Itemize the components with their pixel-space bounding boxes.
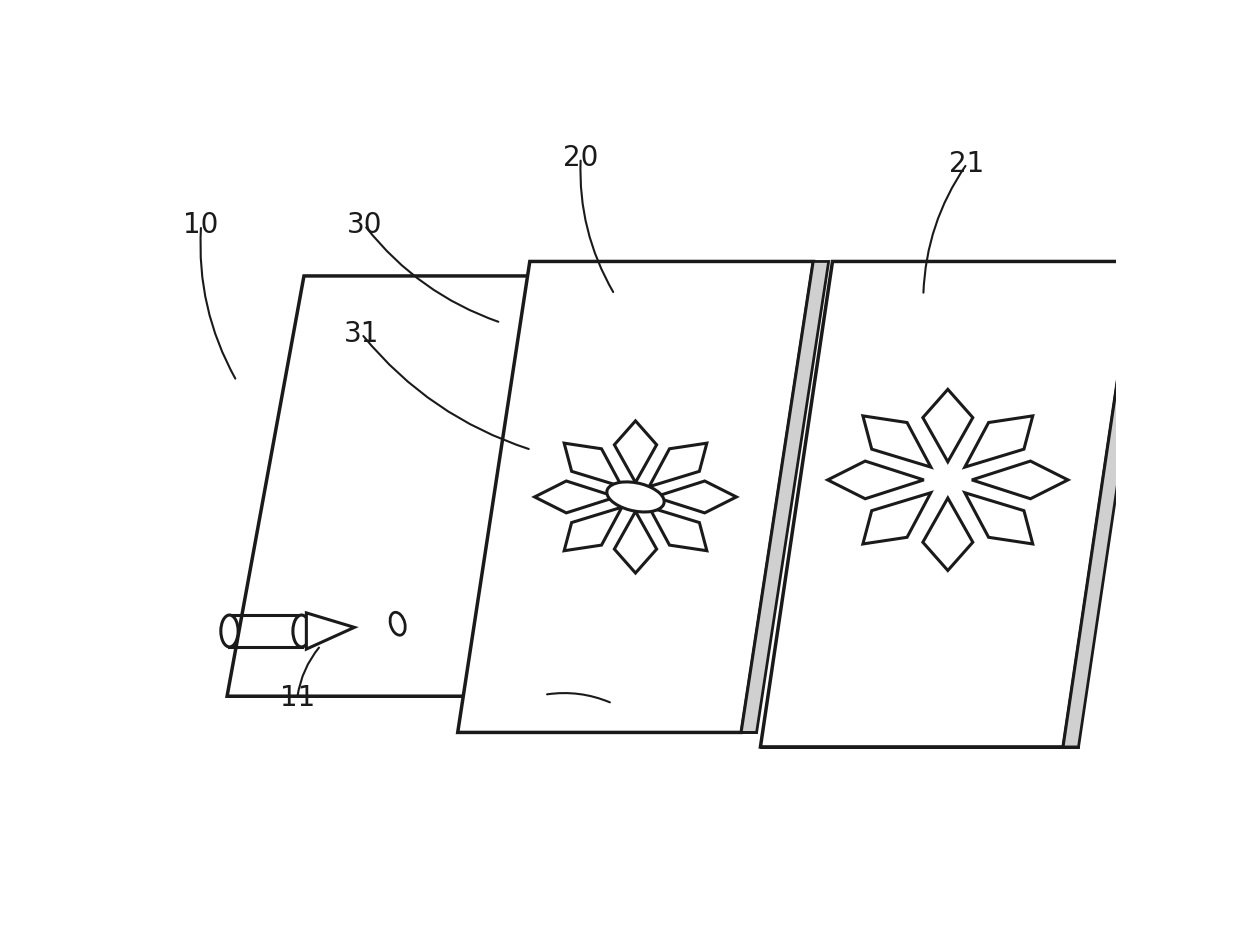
Polygon shape [655,481,737,513]
Text: 10: 10 [184,211,218,239]
Polygon shape [965,493,1033,544]
Polygon shape [649,507,707,550]
Ellipse shape [391,613,405,635]
Text: 32: 32 [595,690,630,717]
Polygon shape [972,461,1068,499]
Polygon shape [614,421,657,483]
Text: 11: 11 [279,684,315,712]
Polygon shape [965,416,1033,467]
Polygon shape [760,262,1136,747]
Text: 20: 20 [563,144,599,172]
Polygon shape [923,390,973,462]
Polygon shape [614,512,657,573]
Polygon shape [564,507,622,550]
Polygon shape [742,262,828,732]
Polygon shape [923,498,973,570]
Polygon shape [534,481,616,513]
Polygon shape [306,613,355,649]
Ellipse shape [293,615,310,646]
Polygon shape [649,443,707,486]
Polygon shape [458,262,813,732]
Text: 21: 21 [950,150,985,178]
Polygon shape [1063,262,1151,747]
Polygon shape [863,493,931,544]
Polygon shape [828,461,924,499]
Polygon shape [227,276,593,696]
Ellipse shape [221,615,238,646]
Ellipse shape [606,482,665,512]
Polygon shape [516,276,604,696]
Polygon shape [863,416,931,467]
Text: 30: 30 [347,211,382,239]
Text: 31: 31 [343,320,379,348]
Polygon shape [564,443,622,486]
